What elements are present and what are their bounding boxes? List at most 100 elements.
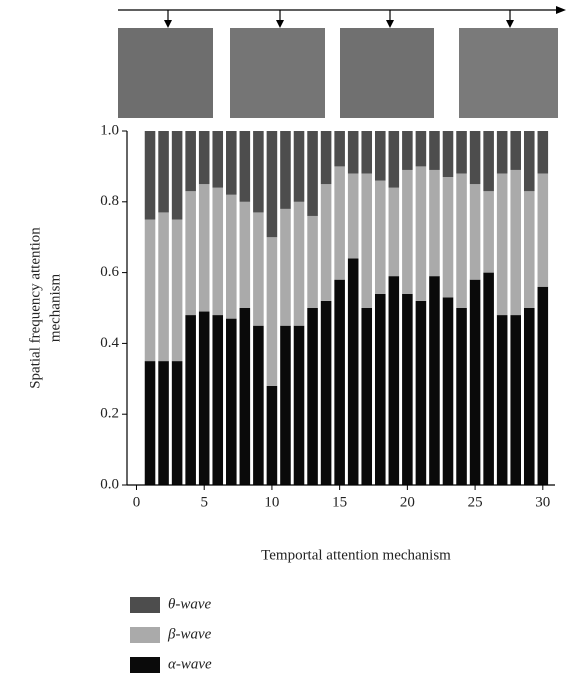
- x-tick-label: 0: [133, 494, 141, 510]
- bar-segment: [429, 131, 440, 170]
- bar-segment: [510, 315, 521, 485]
- bar-segment: [172, 220, 183, 362]
- bar-segment: [375, 131, 386, 181]
- bar-segment: [321, 184, 332, 301]
- bar-segment: [361, 131, 372, 173]
- bar-segment: [267, 237, 278, 386]
- bar-segment: [294, 131, 305, 202]
- bar-segment: [389, 188, 400, 277]
- legend-label: α-wave: [168, 656, 212, 672]
- bar-segment: [334, 131, 345, 166]
- bar-segment: [348, 258, 359, 485]
- bar-segment: [240, 308, 251, 485]
- bar-segment: [443, 131, 454, 177]
- bar-segment: [145, 361, 156, 485]
- bar-segment: [267, 386, 278, 485]
- bar-segment: [307, 131, 318, 216]
- bar-segment: [429, 170, 440, 276]
- bar-segment: [158, 361, 169, 485]
- bar-segment: [429, 276, 440, 485]
- legend-swatch: [130, 597, 160, 613]
- bar-segment: [253, 326, 264, 485]
- bar-segment: [402, 294, 413, 485]
- bar-segment: [280, 326, 291, 485]
- bar-segment: [334, 280, 345, 485]
- bar-segment: [158, 212, 169, 361]
- y-tick-label: 1.0: [100, 122, 119, 138]
- bar-segment: [172, 361, 183, 485]
- bar-segment: [483, 273, 494, 485]
- bar-segment: [185, 315, 196, 485]
- bar-segment: [294, 202, 305, 326]
- bar-segment: [185, 191, 196, 315]
- x-tick-label: 30: [535, 494, 550, 510]
- bar-segment: [524, 131, 535, 191]
- bar-segment: [212, 131, 223, 188]
- bar-segment: [456, 308, 467, 485]
- bar-segment: [185, 131, 196, 191]
- bar-segment: [158, 131, 169, 212]
- bar-segment: [226, 319, 237, 485]
- bar-segment: [361, 308, 372, 485]
- x-tick-label: 25: [468, 494, 483, 510]
- y-tick-label: 0.2: [100, 406, 119, 422]
- bar-segment: [456, 131, 467, 173]
- bar-segment: [361, 173, 372, 308]
- bar-segment: [470, 280, 481, 485]
- bar-segment: [199, 312, 210, 485]
- bar-segment: [416, 301, 427, 485]
- legend-swatch: [130, 657, 160, 673]
- bar-segment: [307, 308, 318, 485]
- bar-segment: [402, 170, 413, 294]
- bar-segment: [280, 209, 291, 326]
- bar-segment: [212, 188, 223, 315]
- legend-label: β-wave: [167, 626, 212, 642]
- bar-segment: [389, 276, 400, 485]
- bar-segment: [226, 195, 237, 319]
- bar-segment: [145, 220, 156, 362]
- bar-segment: [321, 131, 332, 184]
- bar-segment: [267, 131, 278, 237]
- bar-segment: [307, 216, 318, 308]
- bar-segment: [416, 131, 427, 166]
- x-tick-label: 15: [332, 494, 347, 510]
- header-illustration: [118, 6, 566, 118]
- bar-segment: [538, 131, 549, 173]
- y-axis-title: Spatial frequency attention: [27, 227, 43, 389]
- bar-segment: [389, 131, 400, 188]
- bar-segment: [402, 131, 413, 170]
- bar-segment: [497, 173, 508, 315]
- bar-segment: [212, 315, 223, 485]
- bar-segment: [199, 184, 210, 311]
- bar-segment: [497, 131, 508, 173]
- y-tick-label: 0.8: [100, 193, 119, 209]
- bar-segment: [483, 131, 494, 191]
- bar-segment: [226, 131, 237, 195]
- bar-segment: [375, 181, 386, 294]
- x-tick-label: 20: [400, 494, 415, 510]
- bar-segment: [199, 131, 210, 184]
- y-tick-label: 0.0: [100, 476, 119, 492]
- bar-segment: [470, 184, 481, 280]
- bar-segment: [483, 191, 494, 272]
- x-tick-label: 10: [264, 494, 279, 510]
- bar-segment: [538, 173, 549, 286]
- bar-segment: [375, 294, 386, 485]
- bar-segment: [524, 308, 535, 485]
- bar-segment: [497, 315, 508, 485]
- bar-segment: [416, 166, 427, 301]
- x-axis-title: Temportal attention mechanism: [261, 547, 451, 563]
- legend-label: θ-wave: [168, 596, 212, 612]
- bar-segment: [443, 177, 454, 297]
- bar-segment: [253, 212, 264, 325]
- bar-segment: [443, 297, 454, 485]
- bar-segment: [240, 131, 251, 202]
- bar-segment: [172, 131, 183, 220]
- x-tick-label: 5: [200, 494, 208, 510]
- bar-segment: [510, 170, 521, 315]
- y-tick-label: 0.6: [100, 264, 119, 280]
- bar-segment: [538, 287, 549, 485]
- bar-segment: [348, 131, 359, 173]
- bar-segment: [470, 131, 481, 184]
- bar-segment: [253, 131, 264, 212]
